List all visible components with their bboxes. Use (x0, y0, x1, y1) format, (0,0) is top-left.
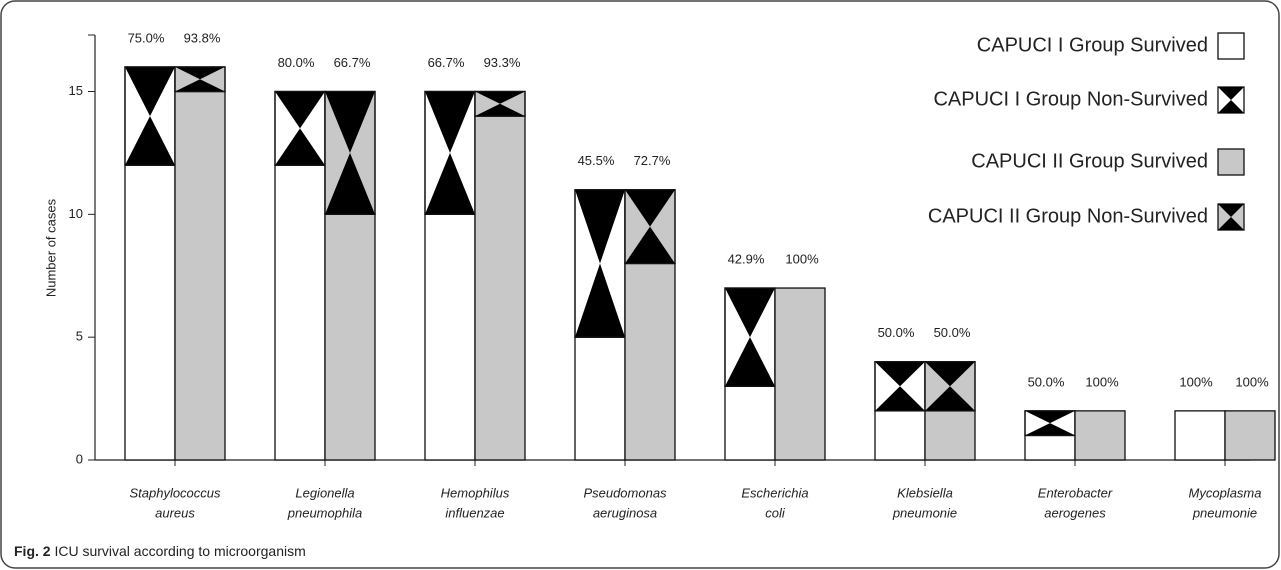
bar (724, 385, 776, 461)
data-label: 100% (1179, 374, 1213, 389)
x-tick-label: aureus (155, 505, 195, 520)
legend-swatch (1217, 32, 1245, 60)
pattern (875, 386, 925, 411)
y-tick-label: 10 (69, 206, 83, 221)
bar-outline (624, 189, 676, 265)
data-label: 100% (1085, 374, 1119, 389)
x-tick-label: pneumophila (287, 505, 362, 520)
x-tick-label: Klebsiella (897, 485, 953, 500)
legend-pattern (1218, 100, 1244, 113)
bar (424, 213, 476, 461)
x-tick-label: Escherichia (741, 485, 808, 500)
caption: Fig. 2 ICU survival according to microor… (14, 543, 306, 559)
data-label: 50.0% (1028, 374, 1065, 389)
data-label: 42.9% (728, 251, 765, 266)
legend-swatch (1217, 148, 1245, 176)
data-label: 80.0% (278, 55, 315, 70)
data-label: 100% (1235, 374, 1269, 389)
bar (874, 410, 926, 461)
x-tick-label: coli (765, 505, 786, 520)
data-label: 100% (785, 251, 819, 266)
bar-outline (324, 90, 376, 215)
legend-pattern (1218, 87, 1244, 100)
data-label: 93.8% (184, 30, 221, 45)
pattern (575, 263, 625, 338)
data-label: 72.7% (634, 153, 671, 168)
pattern (925, 386, 975, 411)
data-label: 50.0% (878, 325, 915, 340)
pattern (875, 361, 925, 387)
pattern (175, 79, 225, 92)
pattern (925, 361, 975, 387)
data-label: 66.7% (428, 55, 465, 70)
x-tick-label: Pseudomonas (583, 485, 667, 500)
caption-text: ICU survival according to microorganism (54, 543, 305, 559)
pattern (275, 91, 325, 129)
pattern (725, 288, 775, 338)
legend-label: CAPUCI I Group Non-Survived (933, 88, 1208, 110)
legend-label: CAPUCI I Group Survived (977, 34, 1208, 56)
legend-pattern (1218, 204, 1244, 217)
y-tick-label: 0 (76, 451, 83, 466)
data-label: 50.0% (934, 325, 971, 340)
bar (774, 287, 826, 461)
bar (324, 213, 376, 461)
pattern (125, 116, 175, 166)
pattern (625, 189, 675, 227)
data-label: 75.0% (128, 30, 165, 45)
pattern (325, 91, 375, 153)
bar-outline (174, 66, 226, 93)
bar (474, 115, 526, 461)
pattern (425, 91, 475, 153)
bar-outline (924, 361, 976, 412)
pattern (125, 66, 175, 117)
y-axis-label: Number of cases (43, 198, 58, 297)
legend-pattern (1218, 217, 1244, 230)
x-tick-label: aeruginosa (593, 505, 657, 520)
x-tick-label: Hemophilus (441, 485, 510, 500)
bar (124, 164, 176, 461)
data-label: 66.7% (334, 55, 371, 70)
data-label: 45.5% (578, 153, 615, 168)
x-tick-label: Enterobacter (1038, 485, 1113, 500)
pattern (475, 91, 525, 104)
pattern (325, 152, 375, 215)
bar (1174, 410, 1226, 461)
pattern (575, 189, 625, 264)
pattern (175, 66, 225, 80)
bar (1224, 410, 1276, 461)
pattern (1025, 423, 1075, 436)
x-tick-label: Legionella (295, 485, 354, 500)
bar (1024, 434, 1076, 461)
pattern (725, 337, 775, 387)
bar (1074, 410, 1126, 461)
bar (924, 410, 976, 461)
legend-label: CAPUCI II Group Non-Survived (928, 205, 1208, 227)
y-tick-label: 5 (76, 329, 83, 344)
bar (174, 90, 226, 461)
pattern (1025, 410, 1075, 424)
bar (274, 164, 326, 461)
x-tick-label: Staphylococcus (129, 485, 221, 500)
pattern (425, 152, 475, 215)
legend-label: CAPUCI II Group Survived (971, 150, 1208, 172)
x-tick-label: pneumonie (892, 505, 957, 520)
data-label: 93.3% (484, 55, 521, 70)
x-tick-label: influenzae (445, 505, 504, 520)
x-tick-label: Mycoplasma (1189, 485, 1262, 500)
bar-outline (474, 90, 526, 117)
pattern (625, 226, 675, 264)
pattern (475, 103, 525, 117)
caption-label: Fig. 2 (14, 543, 51, 559)
y-tick-label: 15 (69, 83, 83, 98)
bar (624, 262, 676, 461)
x-tick-label: aerogenes (1044, 505, 1106, 520)
x-tick-label: pneumonie (1192, 505, 1257, 520)
bar (574, 336, 626, 461)
pattern (275, 128, 325, 166)
